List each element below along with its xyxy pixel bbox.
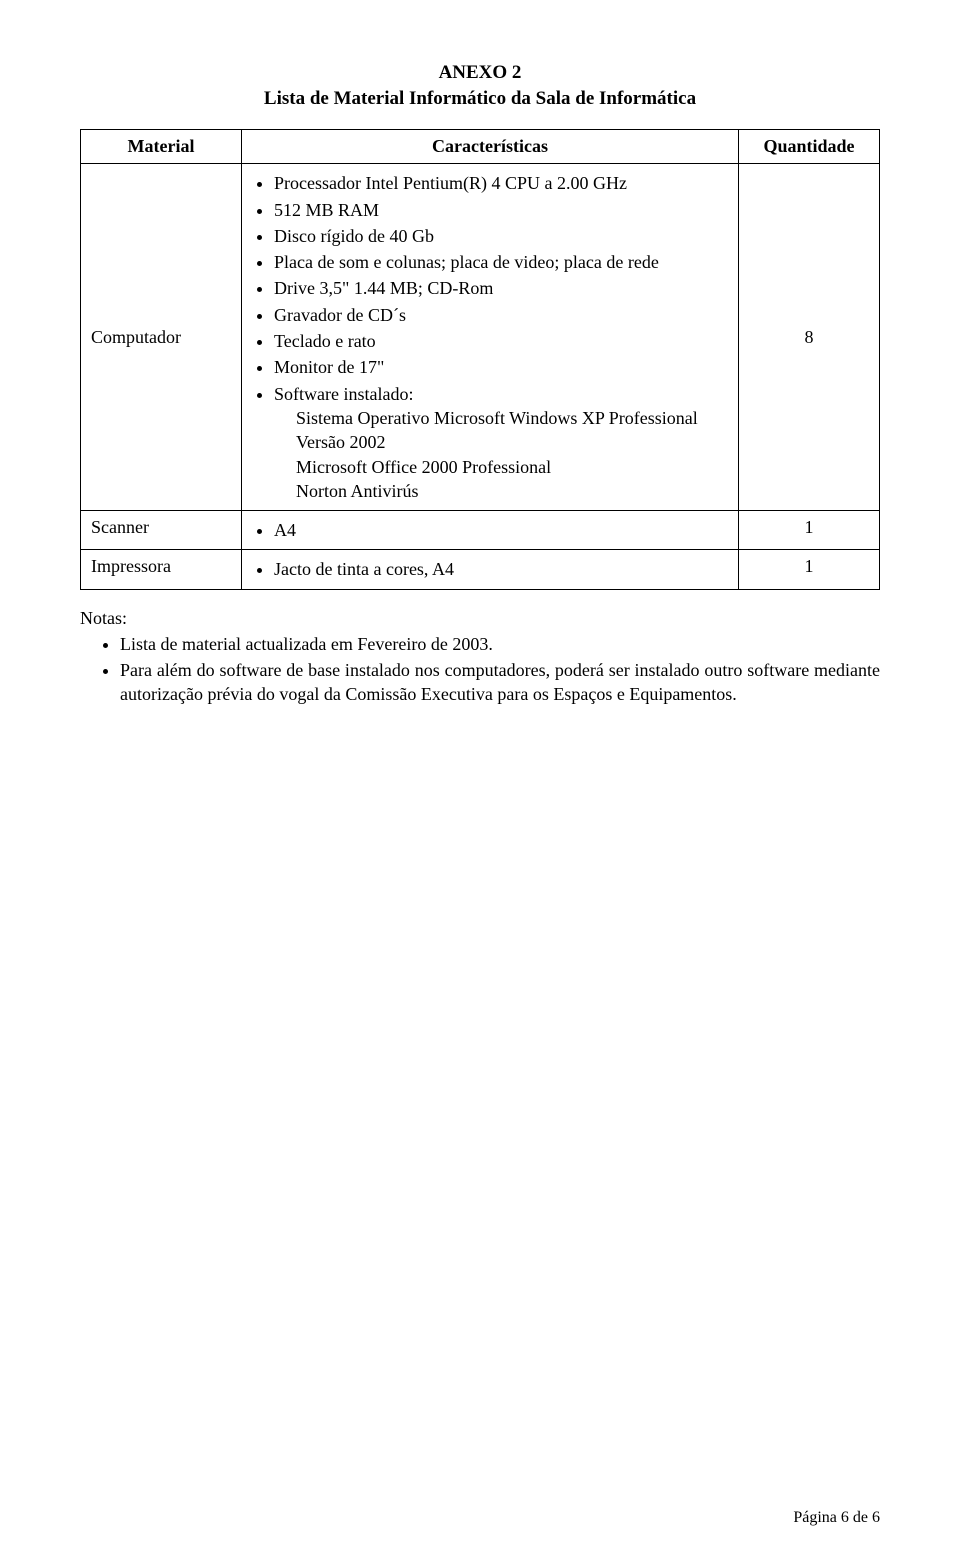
row-specs-cell: Processador Intel Pentium(R) 4 CPU a 2.0… [242,164,739,511]
spec-item-software: Software instalado: Sistema Operativo Mi… [274,381,728,504]
spec-item: Disco rígido de 40 Gb [274,223,728,249]
page-footer: Página 6 de 6 [793,1509,880,1527]
spec-list: Processador Intel Pentium(R) 4 CPU a 2.0… [252,170,728,504]
spec-item: Drive 3,5" 1.44 MB; CD-Rom [274,275,728,301]
row-label: Scanner [81,511,242,550]
table-row: Computador Processador Intel Pentium(R) … [81,164,880,511]
notas-item: Lista de material actualizada em Feverei… [120,631,880,657]
row-label: Impressora [81,550,242,589]
row-label: Computador [81,164,242,511]
spec-item: Teclado e rato [274,328,728,354]
spec-item: A4 [274,517,728,543]
spec-item: Jacto de tinta a cores, A4 [274,556,728,582]
header-quantidade: Quantidade [739,130,880,164]
software-sub: Sistema Operativo Microsoft Windows XP P… [274,406,728,455]
header-caracteristicas: Características [242,130,739,164]
notas-list: Lista de material actualizada em Feverei… [80,631,880,708]
spec-item: Placa de som e colunas; placa de video; … [274,249,728,275]
table-row: Impressora Jacto de tinta a cores, A4 1 [81,550,880,589]
software-sub: Norton Antivirús [274,479,728,503]
header-material: Material [81,130,242,164]
spec-item: Processador Intel Pentium(R) 4 CPU a 2.0… [274,170,728,196]
spec-list: Jacto de tinta a cores, A4 [252,556,728,582]
spec-item-label: Software instalado: [274,384,413,404]
row-qty: 8 [739,164,880,511]
spec-item: Gravador de CD´s [274,302,728,328]
material-table: Material Características Quantidade Comp… [80,129,880,589]
title-block: ANEXO 2 Lista de Material Informático da… [80,60,880,111]
spec-item: Monitor de 17" [274,354,728,380]
spec-item: 512 MB RAM [274,197,728,223]
notas-block: Notas: Lista de material actualizada em … [80,608,880,708]
row-specs-cell: Jacto de tinta a cores, A4 [242,550,739,589]
spec-list: A4 [252,517,728,543]
row-qty: 1 [739,550,880,589]
notas-item: Para além do software de base instalado … [120,657,880,708]
table-header-row: Material Características Quantidade [81,130,880,164]
notas-title: Notas: [80,608,127,628]
row-specs-cell: A4 [242,511,739,550]
doc-title: Lista de Material Informático da Sala de… [80,86,880,112]
table-row: Scanner A4 1 [81,511,880,550]
software-sub: Microsoft Office 2000 Professional [274,455,728,479]
page: ANEXO 2 Lista de Material Informático da… [0,0,960,1567]
anexo-label: ANEXO 2 [80,60,880,86]
row-qty: 1 [739,511,880,550]
